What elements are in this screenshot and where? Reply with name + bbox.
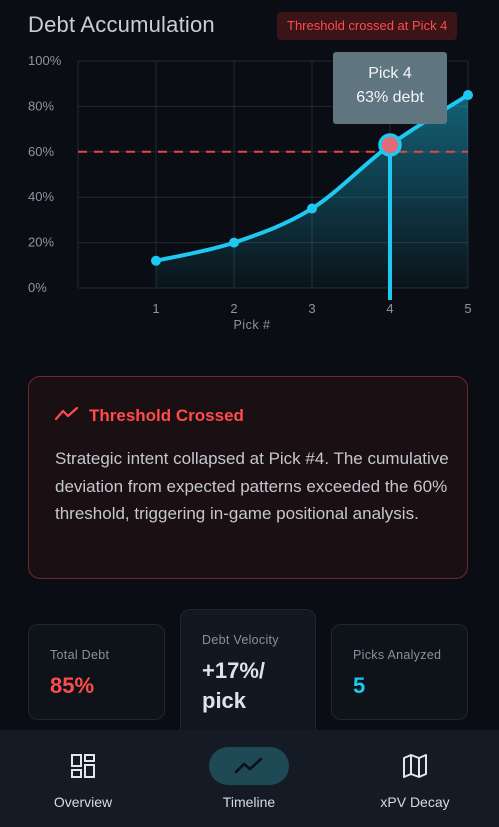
tooltip-debt: 63% debt	[356, 89, 424, 106]
nav-label: Timeline	[222, 794, 276, 810]
nav-overview[interactable]: Overview	[0, 730, 166, 827]
page-title: Debt Accumulation	[28, 12, 215, 37]
y-tick-label: 100%	[28, 53, 62, 68]
chart-tooltip: Pick 4 63% debt	[333, 52, 447, 124]
stat-label: Debt Velocity	[202, 633, 279, 647]
threshold-badge: Threshold crossed at Pick 4	[277, 12, 458, 40]
stat-debt-velocity: Debt Velocity +17%/ pick	[180, 609, 316, 749]
nav-label: Overview	[53, 794, 113, 810]
data-point	[463, 90, 473, 101]
bottom-nav: Overview Timeline xPV Decay	[0, 730, 499, 827]
trending-up-icon	[54, 406, 79, 427]
alert-header: Threshold Crossed	[54, 405, 244, 427]
stat-value: 85%	[50, 673, 95, 698]
header: Debt Accumulation Threshold crossed at P…	[0, 0, 499, 52]
stat-label: Picks Analyzed	[353, 648, 442, 662]
stat-label: Total Debt	[50, 648, 110, 662]
y-tick-label: 40%	[28, 189, 54, 204]
nav-label: xPV Decay	[380, 794, 450, 810]
highlight-point	[378, 133, 402, 157]
y-tick-label: 20%	[28, 235, 54, 250]
y-tick-label: 60%	[28, 144, 54, 159]
x-tick-label: 2	[230, 301, 237, 316]
stat-picks-analyzed: Picks Analyzed 5	[331, 624, 468, 720]
data-point	[151, 255, 161, 266]
tooltip-pick: Pick 4	[368, 65, 412, 82]
debt-chart: 0% 20% 40% 60% 80% 100% 1 2 3 4 5 Pick #	[28, 53, 473, 332]
y-tick-label: 80%	[28, 98, 54, 113]
stat-value: +17%/ pick	[202, 658, 265, 713]
threshold-alert-card: Threshold Crossed Strategic intent colla…	[28, 376, 468, 579]
stat-value: 5	[353, 673, 366, 698]
nav-timeline[interactable]: Timeline	[166, 730, 332, 827]
nav-xpv-decay[interactable]: xPV Decay	[332, 730, 498, 827]
data-point	[229, 237, 239, 248]
x-tick-label: 5	[464, 301, 471, 316]
x-axis-label: Pick #	[233, 318, 270, 332]
x-tick-label: 1	[152, 301, 159, 316]
x-tick-label: 3	[308, 301, 315, 316]
stat-total-debt: Total Debt 85%	[28, 624, 165, 720]
data-point	[307, 203, 317, 214]
alert-title: Threshold Crossed	[89, 406, 244, 425]
dashboard-icon	[43, 747, 123, 785]
x-tick-label: 4	[386, 301, 393, 316]
trend-line-icon	[209, 747, 289, 785]
map-icon	[375, 747, 455, 785]
y-tick-label: 0%	[28, 280, 47, 295]
alert-body: Strategic intent collapsed at Pick #4. T…	[55, 449, 449, 523]
